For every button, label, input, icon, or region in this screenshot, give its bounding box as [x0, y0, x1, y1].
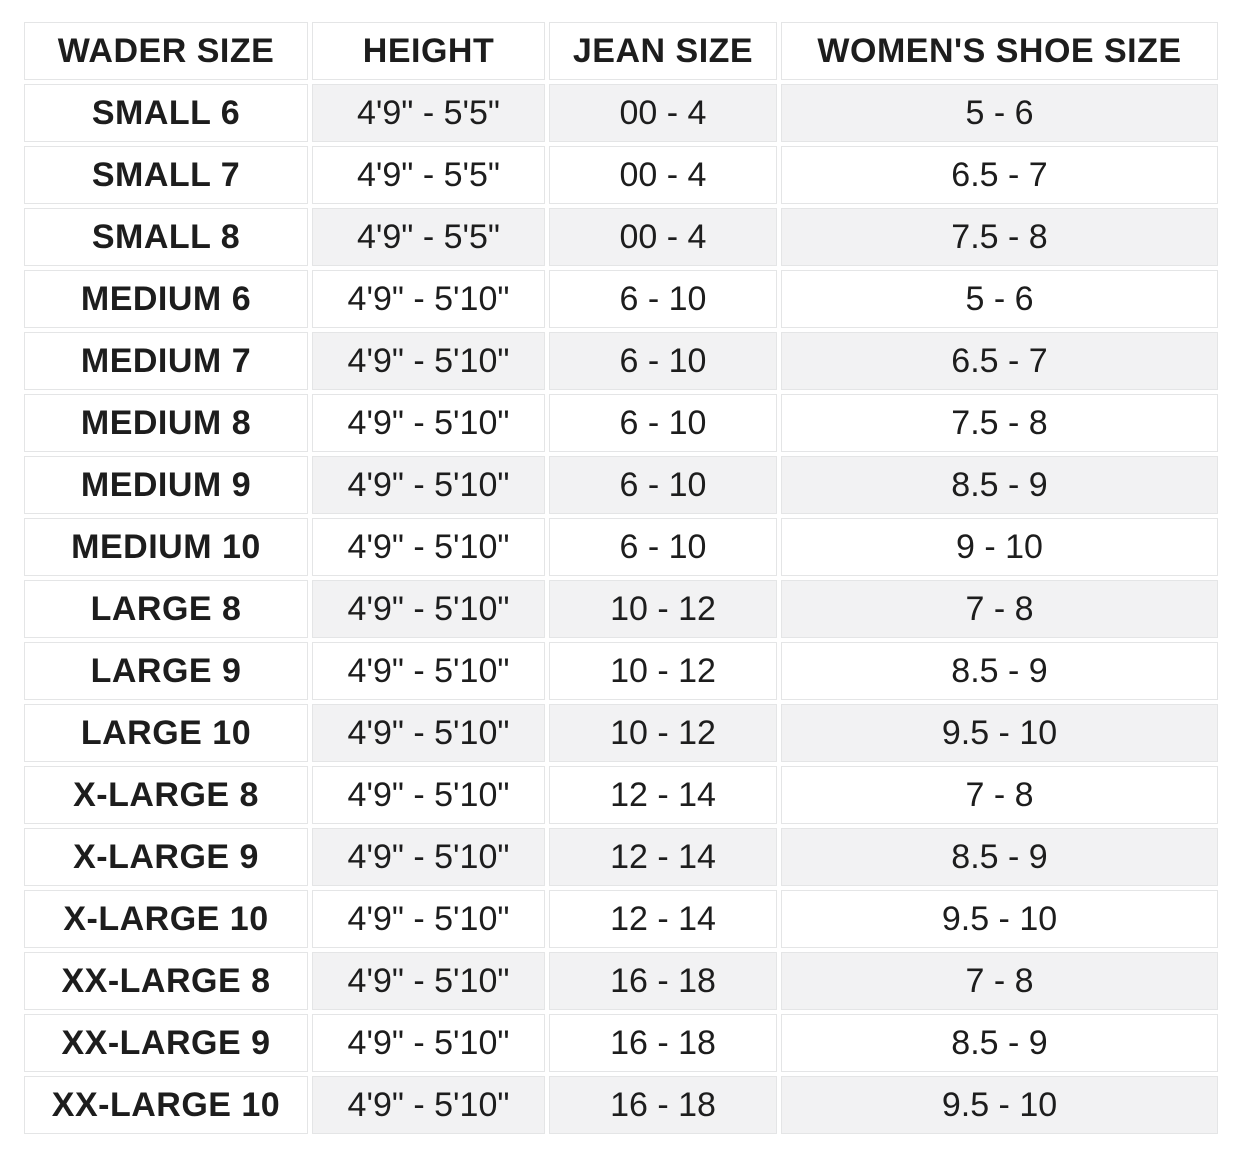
- cell-shoe-size: 8.5 - 9: [781, 642, 1218, 700]
- cell-wader-size: SMALL 6: [24, 84, 308, 142]
- cell-height: 4'9" - 5'10": [312, 1014, 545, 1072]
- cell-wader-size: X-LARGE 10: [24, 890, 308, 948]
- cell-height: 4'9" - 5'10": [312, 518, 545, 576]
- cell-wader-size: SMALL 8: [24, 208, 308, 266]
- cell-shoe-size: 7 - 8: [781, 766, 1218, 824]
- cell-height: 4'9" - 5'10": [312, 580, 545, 638]
- wader-size-chart-table: WADER SIZE HEIGHT JEAN SIZE WOMEN'S SHOE SI…: [20, 18, 1222, 1138]
- table-row: MEDIUM 8 4'9" - 5'10" 6 - 10 7.5 - 8: [24, 394, 1218, 452]
- cell-jean-size: 6 - 10: [549, 270, 777, 328]
- cell-shoe-size: 8.5 - 9: [781, 828, 1218, 886]
- cell-height: 4'9" - 5'10": [312, 1076, 545, 1134]
- table-row: LARGE 10 4'9" - 5'10" 10 - 12 9.5 - 10: [24, 704, 1218, 762]
- cell-wader-size: MEDIUM 9: [24, 456, 308, 514]
- table-row: MEDIUM 6 4'9" - 5'10" 6 - 10 5 - 6: [24, 270, 1218, 328]
- cell-shoe-size: 9 - 10: [781, 518, 1218, 576]
- cell-jean-size: 00 - 4: [549, 208, 777, 266]
- table-row: SMALL 7 4'9" - 5'5" 00 - 4 6.5 - 7: [24, 146, 1218, 204]
- cell-shoe-size: 6.5 - 7: [781, 332, 1218, 390]
- cell-shoe-size: 8.5 - 9: [781, 1014, 1218, 1072]
- cell-height: 4'9" - 5'10": [312, 704, 545, 762]
- cell-shoe-size: 7 - 8: [781, 952, 1218, 1010]
- cell-jean-size: 00 - 4: [549, 84, 777, 142]
- cell-wader-size: SMALL 7: [24, 146, 308, 204]
- header-row: WADER SIZE HEIGHT JEAN SIZE WOMEN'S SHOE SI…: [24, 22, 1218, 80]
- table-row: MEDIUM 7 4'9" - 5'10" 6 - 10 6.5 - 7: [24, 332, 1218, 390]
- cell-jean-size: 16 - 18: [549, 1014, 777, 1072]
- cell-height: 4'9" - 5'10": [312, 394, 545, 452]
- cell-jean-size: 6 - 10: [549, 332, 777, 390]
- cell-jean-size: 12 - 14: [549, 890, 777, 948]
- cell-wader-size: LARGE 10: [24, 704, 308, 762]
- cell-height: 4'9" - 5'10": [312, 890, 545, 948]
- cell-jean-size: 6 - 10: [549, 518, 777, 576]
- cell-height: 4'9" - 5'10": [312, 270, 545, 328]
- table-row: LARGE 8 4'9" - 5'10" 10 - 12 7 - 8: [24, 580, 1218, 638]
- cell-height: 4'9" - 5'10": [312, 456, 545, 514]
- cell-jean-size: 10 - 12: [549, 580, 777, 638]
- cell-shoe-size: 9.5 - 10: [781, 704, 1218, 762]
- table-header: WADER SIZE HEIGHT JEAN SIZE WOMEN'S SHOE SI…: [24, 22, 1218, 80]
- table-row: XX-LARGE 10 4'9" - 5'10" 16 - 18 9.5 - 10: [24, 1076, 1218, 1134]
- cell-shoe-size: 5 - 6: [781, 270, 1218, 328]
- cell-wader-size: XX-LARGE 10: [24, 1076, 308, 1134]
- cell-height: 4'9" - 5'5": [312, 146, 545, 204]
- cell-wader-size: XX-LARGE 9: [24, 1014, 308, 1072]
- cell-shoe-size: 9.5 - 10: [781, 890, 1218, 948]
- table-row: XX-LARGE 9 4'9" - 5'10" 16 - 18 8.5 - 9: [24, 1014, 1218, 1072]
- cell-jean-size: 6 - 10: [549, 456, 777, 514]
- table-row: SMALL 8 4'9" - 5'5" 00 - 4 7.5 - 8: [24, 208, 1218, 266]
- cell-jean-size: 00 - 4: [549, 146, 777, 204]
- cell-height: 4'9" - 5'10": [312, 332, 545, 390]
- cell-wader-size: MEDIUM 10: [24, 518, 308, 576]
- column-header-jean-size: JEAN SIZE: [549, 22, 777, 80]
- cell-shoe-size: 7 - 8: [781, 580, 1218, 638]
- column-header-height: HEIGHT: [312, 22, 545, 80]
- cell-wader-size: X-LARGE 8: [24, 766, 308, 824]
- cell-height: 4'9" - 5'5": [312, 208, 545, 266]
- cell-wader-size: MEDIUM 6: [24, 270, 308, 328]
- table-row: X-LARGE 10 4'9" - 5'10" 12 - 14 9.5 - 10: [24, 890, 1218, 948]
- cell-height: 4'9" - 5'10": [312, 952, 545, 1010]
- cell-wader-size: LARGE 9: [24, 642, 308, 700]
- cell-shoe-size: 9.5 - 10: [781, 1076, 1218, 1134]
- cell-shoe-size: 5 - 6: [781, 84, 1218, 142]
- table-row: X-LARGE 9 4'9" - 5'10" 12 - 14 8.5 - 9: [24, 828, 1218, 886]
- column-header-shoe-size: WOMEN'S SHOE SIZE: [781, 22, 1218, 80]
- table-row: MEDIUM 10 4'9" - 5'10" 6 - 10 9 - 10: [24, 518, 1218, 576]
- cell-wader-size: XX-LARGE 8: [24, 952, 308, 1010]
- cell-shoe-size: 6.5 - 7: [781, 146, 1218, 204]
- cell-height: 4'9" - 5'10": [312, 766, 545, 824]
- cell-jean-size: 10 - 12: [549, 642, 777, 700]
- cell-jean-size: 6 - 10: [549, 394, 777, 452]
- cell-shoe-size: 7.5 - 8: [781, 394, 1218, 452]
- cell-shoe-size: 7.5 - 8: [781, 208, 1218, 266]
- cell-wader-size: LARGE 8: [24, 580, 308, 638]
- cell-shoe-size: 8.5 - 9: [781, 456, 1218, 514]
- table-row: XX-LARGE 8 4'9" - 5'10" 16 - 18 7 - 8: [24, 952, 1218, 1010]
- table-row: MEDIUM 9 4'9" - 5'10" 6 - 10 8.5 - 9: [24, 456, 1218, 514]
- table-row: X-LARGE 8 4'9" - 5'10" 12 - 14 7 - 8: [24, 766, 1218, 824]
- cell-height: 4'9" - 5'5": [312, 84, 545, 142]
- cell-wader-size: MEDIUM 8: [24, 394, 308, 452]
- cell-wader-size: X-LARGE 9: [24, 828, 308, 886]
- cell-height: 4'9" - 5'10": [312, 642, 545, 700]
- cell-jean-size: 12 - 14: [549, 828, 777, 886]
- cell-jean-size: 10 - 12: [549, 704, 777, 762]
- cell-wader-size: MEDIUM 7: [24, 332, 308, 390]
- column-header-wader-size: WADER SIZE: [24, 22, 308, 80]
- cell-jean-size: 12 - 14: [549, 766, 777, 824]
- cell-jean-size: 16 - 18: [549, 952, 777, 1010]
- cell-jean-size: 16 - 18: [549, 1076, 777, 1134]
- cell-height: 4'9" - 5'10": [312, 828, 545, 886]
- table-row: LARGE 9 4'9" - 5'10" 10 - 12 8.5 - 9: [24, 642, 1218, 700]
- size-chart-page: WADER SIZE HEIGHT JEAN SIZE WOMEN'S SHOE SI…: [20, 18, 1222, 1138]
